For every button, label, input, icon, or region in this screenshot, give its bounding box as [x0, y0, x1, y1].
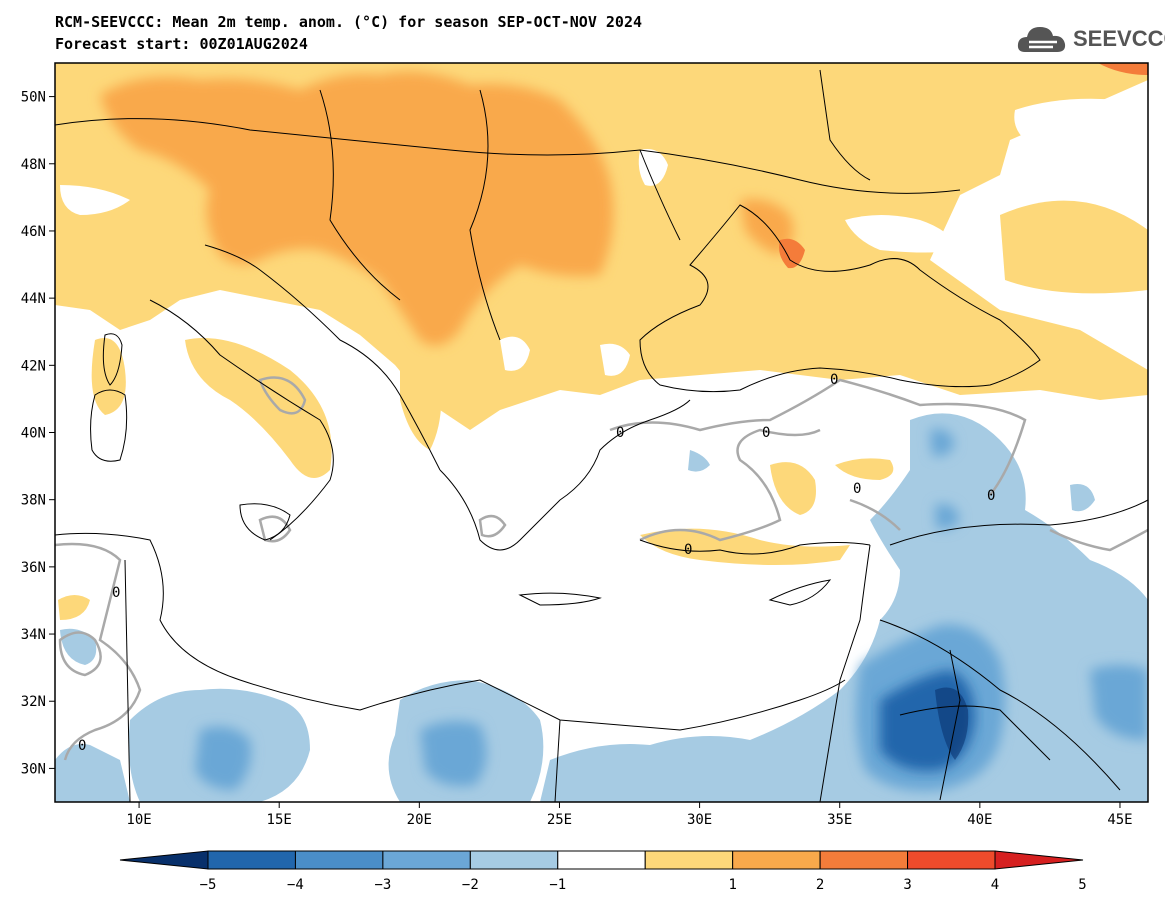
lat-tick-label: 44N — [21, 291, 46, 307]
latitude-axis: 50N 48N 46N 44N 42N 40N 38N 36N 34N 32N 30N — [21, 90, 55, 777]
contour-labels: 0 0 0 0 0 0 0 0 — [78, 372, 995, 754]
contour-label: 0 — [987, 488, 995, 504]
near-zero-patches — [60, 98, 1148, 376]
colorbar-label: 5 — [1078, 877, 1086, 893]
lat-tick-label: 50N — [21, 90, 46, 106]
contour-label: 0 — [830, 372, 838, 388]
colorbar-label: 1 — [728, 877, 736, 893]
colorbar-label: 3 — [903, 877, 911, 893]
lon-tick-label: 35E — [827, 812, 852, 828]
seevccc-logo: SEEVCCC — [1015, 22, 1165, 58]
lon-tick-label: 40E — [967, 812, 992, 828]
lat-tick-label: 34N — [21, 627, 46, 643]
colorbar-min-triangle — [119, 850, 209, 870]
colorbar-label: −2 — [462, 877, 479, 893]
lat-tick-label: 48N — [21, 157, 46, 173]
longitude-axis: 10E 15E 20E 25E 30E 35E 40E 45E — [126, 802, 1133, 828]
contour-label: 0 — [78, 738, 86, 754]
colorbar: −5 −4 −3 −2 −1 1 2 3 4 5 — [119, 850, 1087, 893]
forecast-start-label: Forecast start: 00Z01AUG2024 — [55, 35, 308, 53]
colorbar-label: −3 — [374, 877, 391, 893]
map-title: RCM-SEEVCCC: Mean 2m temp. anom. (°C) fo… — [55, 13, 642, 31]
lon-tick-label: 10E — [126, 812, 151, 828]
colorbar-box — [819, 850, 909, 870]
cloud-icon — [1017, 27, 1066, 52]
lon-tick-label: 45E — [1107, 812, 1132, 828]
colorbar-label: 4 — [991, 877, 999, 893]
lat-tick-label: 38N — [21, 493, 46, 509]
colorbar-box — [294, 850, 384, 870]
colorbar-box — [469, 850, 559, 870]
contour-label: 0 — [853, 481, 861, 497]
lat-tick-label: 32N — [21, 694, 46, 710]
contour-label: 0 — [762, 425, 770, 441]
colorbar-box — [557, 850, 646, 870]
colorbar-box — [207, 850, 296, 870]
lat-tick-label: 30N — [21, 761, 46, 777]
lat-tick-label: 36N — [21, 560, 46, 576]
colorbar-label: −5 — [200, 877, 217, 893]
colorbar-box — [907, 850, 996, 870]
colorbar-box — [382, 850, 471, 870]
lat-tick-label: 42N — [21, 358, 46, 374]
logo-text: SEEVCCC — [1073, 26, 1165, 51]
colorbar-box — [644, 850, 734, 870]
contour-label: 0 — [684, 542, 692, 558]
lon-tick-label: 30E — [687, 812, 712, 828]
colorbar-box — [732, 850, 821, 870]
warm-anomaly-core — [100, 71, 794, 346]
lat-tick-label: 40N — [21, 426, 46, 442]
lon-tick-label: 20E — [407, 812, 432, 828]
warm-anomaly-peak — [779, 63, 1148, 269]
contour-label: 0 — [616, 425, 624, 441]
zero-contours — [55, 376, 1148, 761]
anomaly-field — [55, 63, 1148, 802]
colorbar-label: −4 — [287, 877, 304, 893]
contour-label: 0 — [112, 585, 120, 601]
lon-tick-label: 25E — [547, 812, 572, 828]
colorbar-label: 2 — [816, 877, 824, 893]
colorbar-max-triangle — [994, 850, 1084, 870]
colorbar-label: −1 — [549, 877, 566, 893]
lat-tick-label: 46N — [21, 224, 46, 240]
lon-tick-label: 15E — [267, 812, 292, 828]
coastlines — [55, 69, 1148, 802]
